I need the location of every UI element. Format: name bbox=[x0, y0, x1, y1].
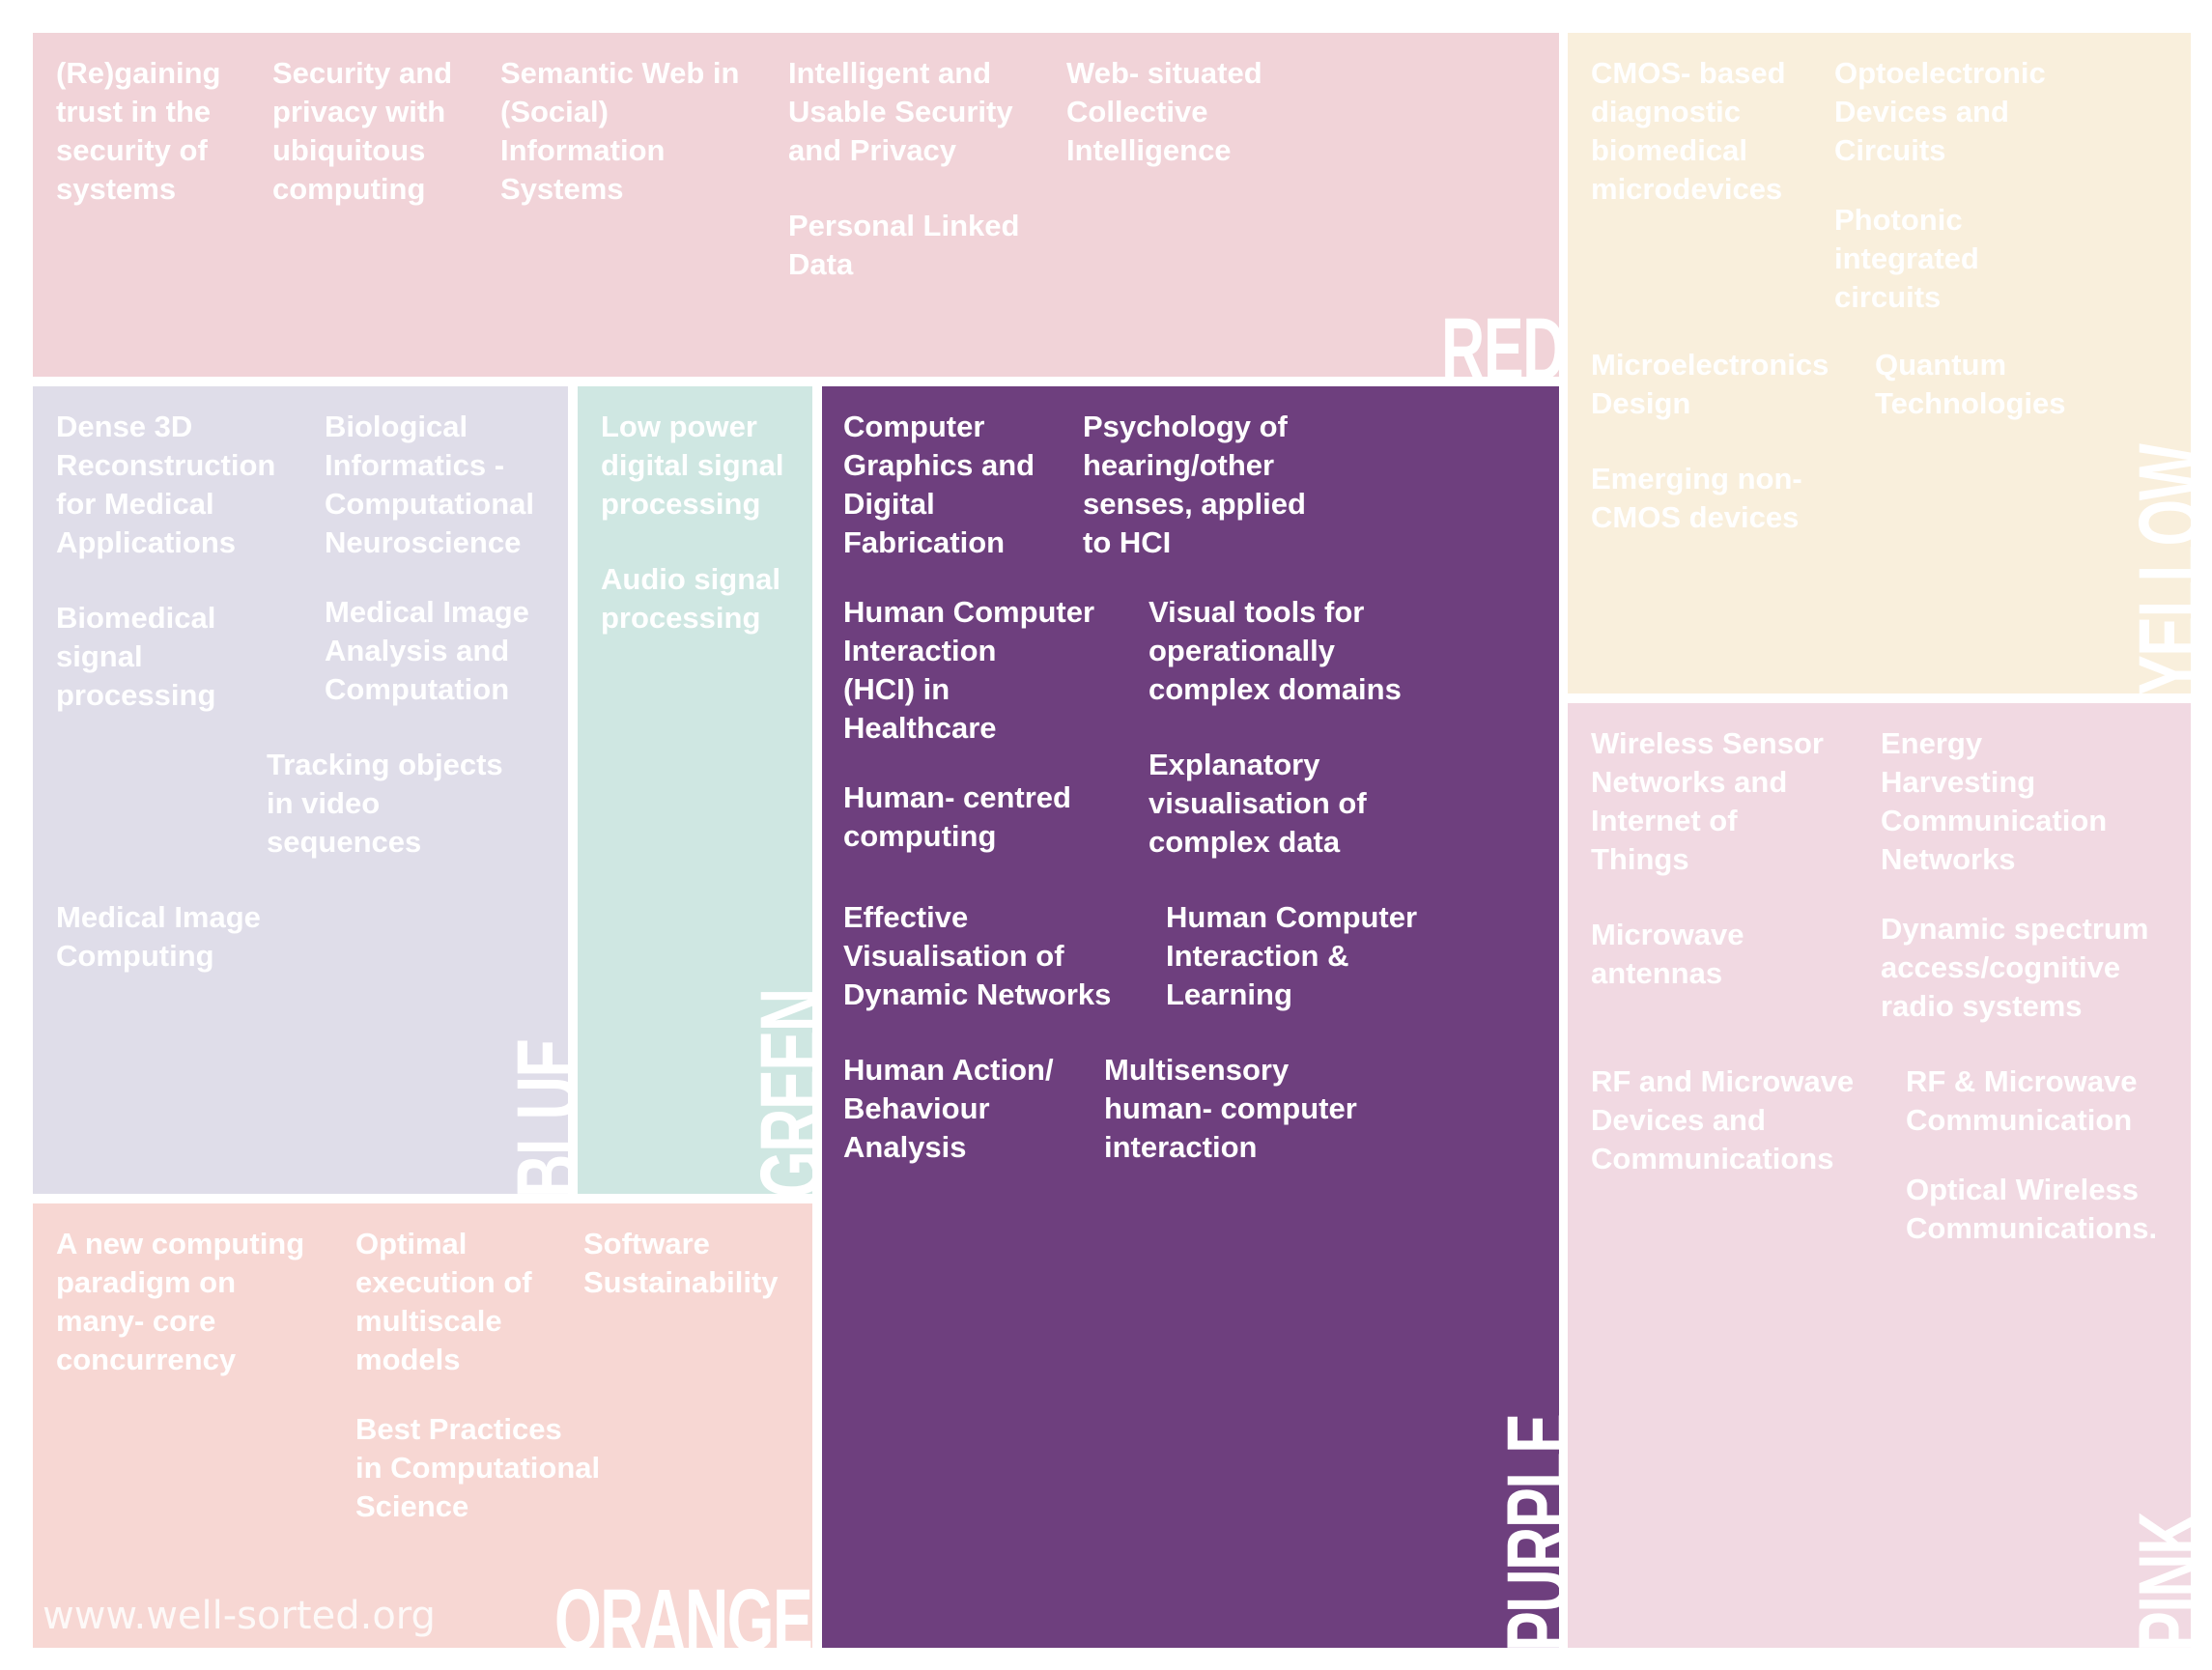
region-label: GREEN bbox=[743, 989, 812, 1194]
topic-card: Security and privacy with ubiquitous com… bbox=[272, 56, 453, 206]
topic-card: Microelectronics Design bbox=[1591, 348, 1829, 420]
topic-card: Intelligent and Usable Security and Priv… bbox=[788, 56, 1013, 167]
topic-card: Wireless Sensor Networks and Internet of… bbox=[1591, 726, 1824, 876]
topic-card: Quantum Technologies bbox=[1875, 348, 2066, 420]
topic-card: Dense 3D Reconstruction for Medical Appl… bbox=[56, 410, 276, 559]
topic-card: Explanatory visualisation of complex dat… bbox=[1149, 748, 1367, 859]
topic-card: Audio signal processing bbox=[601, 562, 780, 635]
topic-card: Personal Linked Data bbox=[788, 209, 1020, 281]
region-blue: Dense 3D Reconstruction for Medical Appl… bbox=[33, 386, 568, 1194]
topic-card: Tracking objects in video sequences bbox=[267, 748, 503, 859]
region-green: Low power digital signal processing Audi… bbox=[578, 386, 812, 1194]
region-label: RED bbox=[1441, 300, 1559, 377]
region-red: (Re)gaining trust in the security of sys… bbox=[33, 33, 1559, 377]
topic-card: Visual tools for operationally complex d… bbox=[1149, 595, 1402, 706]
topic-card: Semantic Web in (Social) Information Sys… bbox=[500, 56, 740, 206]
region-yellow: CMOS- based diagnostic biomedical microd… bbox=[1568, 33, 2191, 693]
topic-card: Biomedical signal processing bbox=[56, 601, 216, 712]
region-label: YELLOW bbox=[2121, 444, 2191, 693]
topic-card: (Re)gaining trust in the security of sys… bbox=[56, 56, 221, 206]
region-label: PURPLE bbox=[1489, 1414, 1559, 1648]
topic-card: CMOS- based diagnostic biomedical microd… bbox=[1591, 56, 1786, 206]
topic-card: Best Practices in Computational Science bbox=[355, 1412, 601, 1523]
topic-card: Medical Image Analysis and Computation bbox=[325, 595, 529, 706]
topic-card: Optimal execution of multiscale models bbox=[355, 1227, 532, 1376]
topic-card: Human Computer Interaction & Learning bbox=[1166, 900, 1418, 1011]
topic-card: Human- centred computing bbox=[843, 780, 1071, 853]
topic-card: Emerging non- CMOS devices bbox=[1591, 462, 1802, 534]
topic-card: Optoelectronic Devices and Circuits bbox=[1834, 56, 2046, 167]
topic-card: Effective Visualisation of Dynamic Netwo… bbox=[843, 900, 1112, 1011]
topic-card: Human Computer Interaction (HCI) in Heal… bbox=[843, 595, 1095, 745]
topic-card: Computer Graphics and Digital Fabricatio… bbox=[843, 410, 1035, 559]
topic-card: Human Action/ Behaviour Analysis bbox=[843, 1053, 1054, 1164]
region-purple: Computer Graphics and Digital Fabricatio… bbox=[822, 386, 1559, 1648]
topic-card: Biological Informatics - Computational N… bbox=[325, 410, 534, 559]
topic-card: Energy Harvesting Communication Networks bbox=[1881, 726, 2108, 876]
topic-card: Software Sustainability bbox=[583, 1227, 779, 1299]
topic-card: RF and Microwave Devices and Communicati… bbox=[1591, 1064, 1855, 1175]
topic-card: Microwave antennas bbox=[1591, 918, 1744, 990]
topic-card: Dynamic spectrum access/cognitive radio … bbox=[1881, 912, 2149, 1023]
region-pink: Wireless Sensor Networks and Internet of… bbox=[1568, 703, 2191, 1648]
topic-card: Multisensory human- computer interaction bbox=[1104, 1053, 1357, 1164]
region-label: PINK bbox=[2121, 1512, 2191, 1648]
topic-card: Photonic integrated circuits bbox=[1834, 203, 1979, 314]
topic-card: Psychology of hearing/other senses, appl… bbox=[1083, 410, 1306, 559]
topic-card: Web- situated Collective Intelligence bbox=[1066, 56, 1262, 167]
region-orange: A new computing paradigm on many- core c… bbox=[33, 1203, 812, 1648]
region-label: BLUE bbox=[499, 1038, 568, 1194]
topic-card: A new computing paradigm on many- core c… bbox=[56, 1227, 305, 1376]
topic-card: RF & Microwave Communication bbox=[1906, 1064, 2138, 1137]
topic-card: Optical Wireless Communications. bbox=[1906, 1173, 2158, 1245]
topic-card: Medical Image Computing bbox=[56, 900, 261, 973]
watermark: www.well-sorted.org bbox=[43, 1594, 436, 1638]
region-label: ORANGE bbox=[554, 1571, 812, 1648]
topic-card: Low power digital signal processing bbox=[601, 410, 784, 521]
